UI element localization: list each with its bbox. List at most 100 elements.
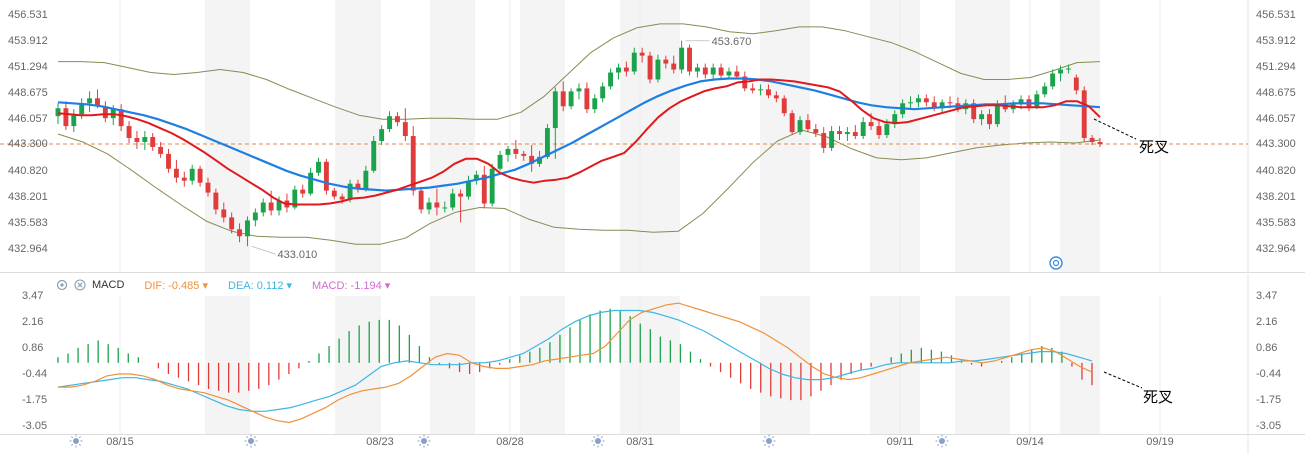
background-band xyxy=(205,296,250,434)
candle-body xyxy=(221,209,227,218)
sun-icon-ray xyxy=(419,436,422,439)
sun-icon-ray xyxy=(78,443,81,446)
background-band xyxy=(870,0,920,272)
candle-body xyxy=(497,154,503,169)
candle-body xyxy=(260,202,266,213)
dea-label[interactable]: DEA: 0.112 ▾ xyxy=(228,279,293,292)
candle-body xyxy=(205,182,211,193)
sun-icon xyxy=(244,434,258,448)
sun-icon-ray xyxy=(944,436,947,439)
refresh-icon[interactable] xyxy=(1049,256,1063,270)
background-band xyxy=(760,296,810,434)
candle-body xyxy=(458,193,464,197)
background-band xyxy=(1060,0,1100,272)
candle-body xyxy=(694,67,700,72)
macd-y-tick-right: 3.47 xyxy=(1256,290,1277,302)
candle-body xyxy=(568,91,574,107)
macd-y-tick-left: -0.44 xyxy=(22,368,47,380)
candle-body xyxy=(892,114,898,125)
sun-icon-core xyxy=(248,438,254,444)
y-tick-left: 446.057 xyxy=(8,113,48,125)
candle-body xyxy=(181,177,187,181)
sun-icon-ray xyxy=(71,436,74,439)
candle-body xyxy=(331,190,337,197)
candle-body xyxy=(773,95,779,99)
candle-body xyxy=(805,120,811,130)
candle-body xyxy=(1058,69,1063,74)
y-tick-right: 446.057 xyxy=(1256,113,1296,125)
candle-body xyxy=(994,104,1000,125)
candle-body xyxy=(884,124,890,136)
y-tick-right: 443.300 xyxy=(1256,138,1296,150)
background-band xyxy=(955,0,1010,272)
candle-body xyxy=(663,59,669,64)
candle-body xyxy=(939,102,945,109)
sun-icon xyxy=(935,434,949,448)
candle-body xyxy=(552,91,558,129)
y-tick-right: 435.583 xyxy=(1256,217,1296,229)
macd-toolbar: MACD DIF: -0.485 ▾ DEA: 0.112 ▾ MACD: -1… xyxy=(56,277,404,293)
candle-body xyxy=(276,200,282,211)
candle-body xyxy=(837,131,842,135)
candle-body xyxy=(339,196,345,200)
axis-labels: 453.670 433.010 456.531 456.531 453.912 453.9… xyxy=(8,9,1302,448)
macd-value-label[interactable]: MACD: -1.194 ▾ xyxy=(312,279,391,292)
candle-body xyxy=(797,120,803,133)
moving-averages xyxy=(57,77,1101,206)
candle-body xyxy=(489,168,495,204)
dif-label[interactable]: DIF: -0.485 ▾ xyxy=(144,279,208,292)
ma-slow-line xyxy=(57,77,1101,192)
candle-body xyxy=(197,168,203,183)
candle-body xyxy=(466,180,471,197)
candle-body xyxy=(1073,77,1079,91)
gear-icon[interactable] xyxy=(56,279,68,291)
sun-icon xyxy=(417,434,431,448)
x-tick-label: 09/14 xyxy=(1016,436,1044,448)
macd-y-tick-right: -3.05 xyxy=(1256,420,1281,432)
candle-body xyxy=(237,229,243,237)
candle-body xyxy=(687,47,692,72)
candle-body xyxy=(576,88,582,92)
candle-body xyxy=(679,47,685,70)
macd-y-tick-left: -1.75 xyxy=(22,394,47,406)
sun-icon-ray xyxy=(246,436,249,439)
candle-body xyxy=(647,55,653,80)
candle-body xyxy=(308,172,314,194)
low-price-leader xyxy=(251,245,276,255)
candle-body xyxy=(631,52,637,72)
candle-body xyxy=(252,212,258,221)
sun-icon-ray xyxy=(764,436,767,439)
dif-line xyxy=(58,302,1093,424)
background-band xyxy=(1060,296,1100,434)
candle-body xyxy=(268,202,274,211)
candle-body xyxy=(1065,68,1071,70)
candle-body xyxy=(813,129,819,134)
candle-body xyxy=(292,189,298,208)
candle-body xyxy=(473,174,479,181)
sun-icon-ray xyxy=(426,443,429,446)
macd-panel xyxy=(57,302,1093,424)
candle-body xyxy=(363,170,369,189)
sun-icon-ray xyxy=(419,443,422,446)
candle-body xyxy=(87,98,93,104)
sun-icon-core xyxy=(421,438,427,444)
candle-body xyxy=(55,108,61,117)
candle-body xyxy=(355,183,361,189)
candle-body xyxy=(245,220,250,237)
candle-body xyxy=(71,114,77,127)
sun-icon xyxy=(591,434,605,448)
candle-body xyxy=(1097,141,1103,144)
y-tick-right: 448.675 xyxy=(1256,87,1296,99)
close-icon[interactable] xyxy=(74,279,86,291)
candle-body xyxy=(95,98,100,107)
background-band xyxy=(335,0,380,272)
candle-body xyxy=(702,67,708,75)
current-price-tag xyxy=(1252,136,1302,151)
candle-body xyxy=(323,161,329,191)
y-tick-left: 435.583 xyxy=(8,217,48,229)
sun-icon-ray xyxy=(71,443,74,446)
candle-body xyxy=(852,132,858,137)
candle-body xyxy=(671,63,677,70)
candle-body xyxy=(844,132,850,135)
